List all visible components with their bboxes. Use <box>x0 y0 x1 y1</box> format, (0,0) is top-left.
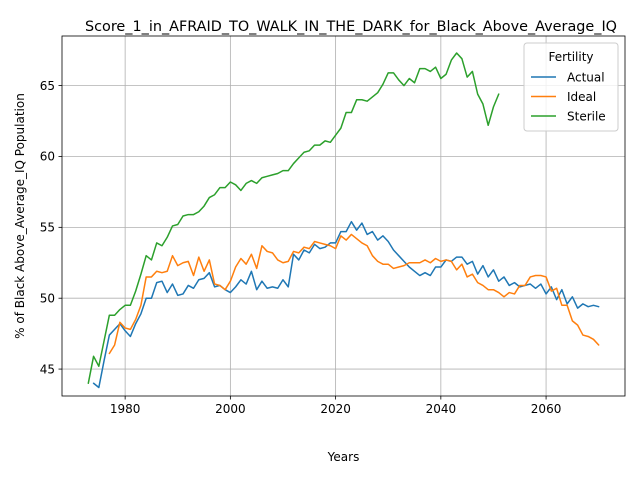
y-axis-ticks: 45 50 55 60 65 <box>40 79 62 376</box>
y-tick-label: 45 <box>40 362 55 376</box>
chart-title: Score_1_in_AFRAID_TO_WALK_IN_THE_DARK_fo… <box>85 19 617 35</box>
x-axis-label: Years <box>327 450 360 464</box>
series-line-sterile <box>87 52 500 384</box>
y-axis-label: % of Black Above_Average_IQ Population <box>13 93 27 339</box>
plot-frame <box>61 35 626 397</box>
x-tick-label: 2020 <box>320 402 351 416</box>
x-tick-label: 2040 <box>426 402 457 416</box>
series-line-actual <box>92 220 600 389</box>
x-axis-ticks: 1980 2000 2020 2040 2060 <box>110 396 561 416</box>
legend-title: Fertility <box>548 50 593 64</box>
legend: Fertility Actual Ideal Sterile <box>523 42 619 132</box>
legend-label-ideal: Ideal <box>567 90 596 104</box>
legend-entries: Actual Ideal Sterile <box>531 70 606 123</box>
series-line-ideal <box>108 233 600 355</box>
y-tick-label: 60 <box>40 150 55 164</box>
y-tick-label: 55 <box>40 221 55 235</box>
x-tick-label: 2060 <box>531 402 562 416</box>
y-tick-label: 65 <box>40 79 55 93</box>
x-tick-label: 2000 <box>215 402 246 416</box>
legend-box <box>523 42 619 132</box>
legend-label-actual: Actual <box>567 70 605 84</box>
x-tick-label: 1980 <box>110 402 141 416</box>
y-tick-label: 50 <box>40 291 55 305</box>
legend-label-sterile: Sterile <box>567 109 606 123</box>
series-lines <box>87 52 600 389</box>
